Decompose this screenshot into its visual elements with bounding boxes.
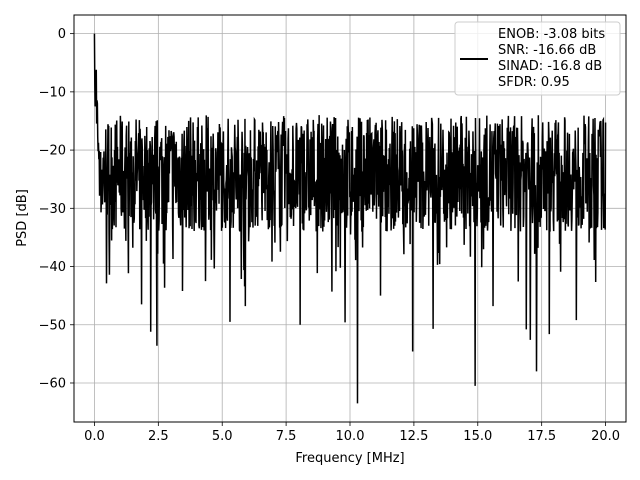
y-tick-label: −50	[39, 318, 66, 333]
x-tick-label: 7.5	[276, 429, 297, 444]
y-tick-label: −10	[39, 85, 66, 100]
y-axis-label: PSD [dB]	[15, 189, 30, 247]
x-axis-label: Frequency [MHz]	[295, 451, 404, 466]
legend-entry-snr: SNR: -16.66 dB	[498, 43, 596, 58]
x-tick-label: 2.5	[148, 429, 169, 444]
x-tick-label: 12.5	[399, 429, 428, 444]
y-tick-label: −60	[39, 376, 66, 391]
x-tick-label: 20.0	[591, 429, 620, 444]
x-tick-label: 0.0	[84, 429, 105, 444]
legend-box	[454, 21, 621, 96]
legend-entry-enob: ENOB: -3.08 bits	[498, 27, 605, 42]
x-tick-label: 15.0	[463, 429, 492, 444]
legend: ENOB: -3.08 bits SNR: -16.66 dB SINAD: -…	[454, 21, 621, 96]
y-tick-label: −40	[39, 260, 66, 275]
y-axis-ticks: 0 −10 −20 −30 −40 −50 −60	[39, 27, 74, 391]
legend-entry-sinad: SINAD: -16.8 dB	[498, 59, 602, 74]
y-tick-label: −30	[39, 202, 66, 217]
y-tick-label: 0	[58, 27, 66, 42]
data-layer	[93, 33, 607, 404]
psd-series-line	[93, 33, 607, 404]
x-axis-ticks: 0.0 2.5 5.0 7.5 10.0 12.5 15.0 17.5 20.0	[84, 422, 620, 444]
x-tick-label: 5.0	[212, 429, 233, 444]
legend-entry-sfdr: SFDR: 0.95	[498, 75, 570, 90]
x-tick-label: 17.5	[527, 429, 556, 444]
x-tick-label: 10.0	[336, 429, 365, 444]
y-tick-label: −20	[39, 144, 66, 159]
